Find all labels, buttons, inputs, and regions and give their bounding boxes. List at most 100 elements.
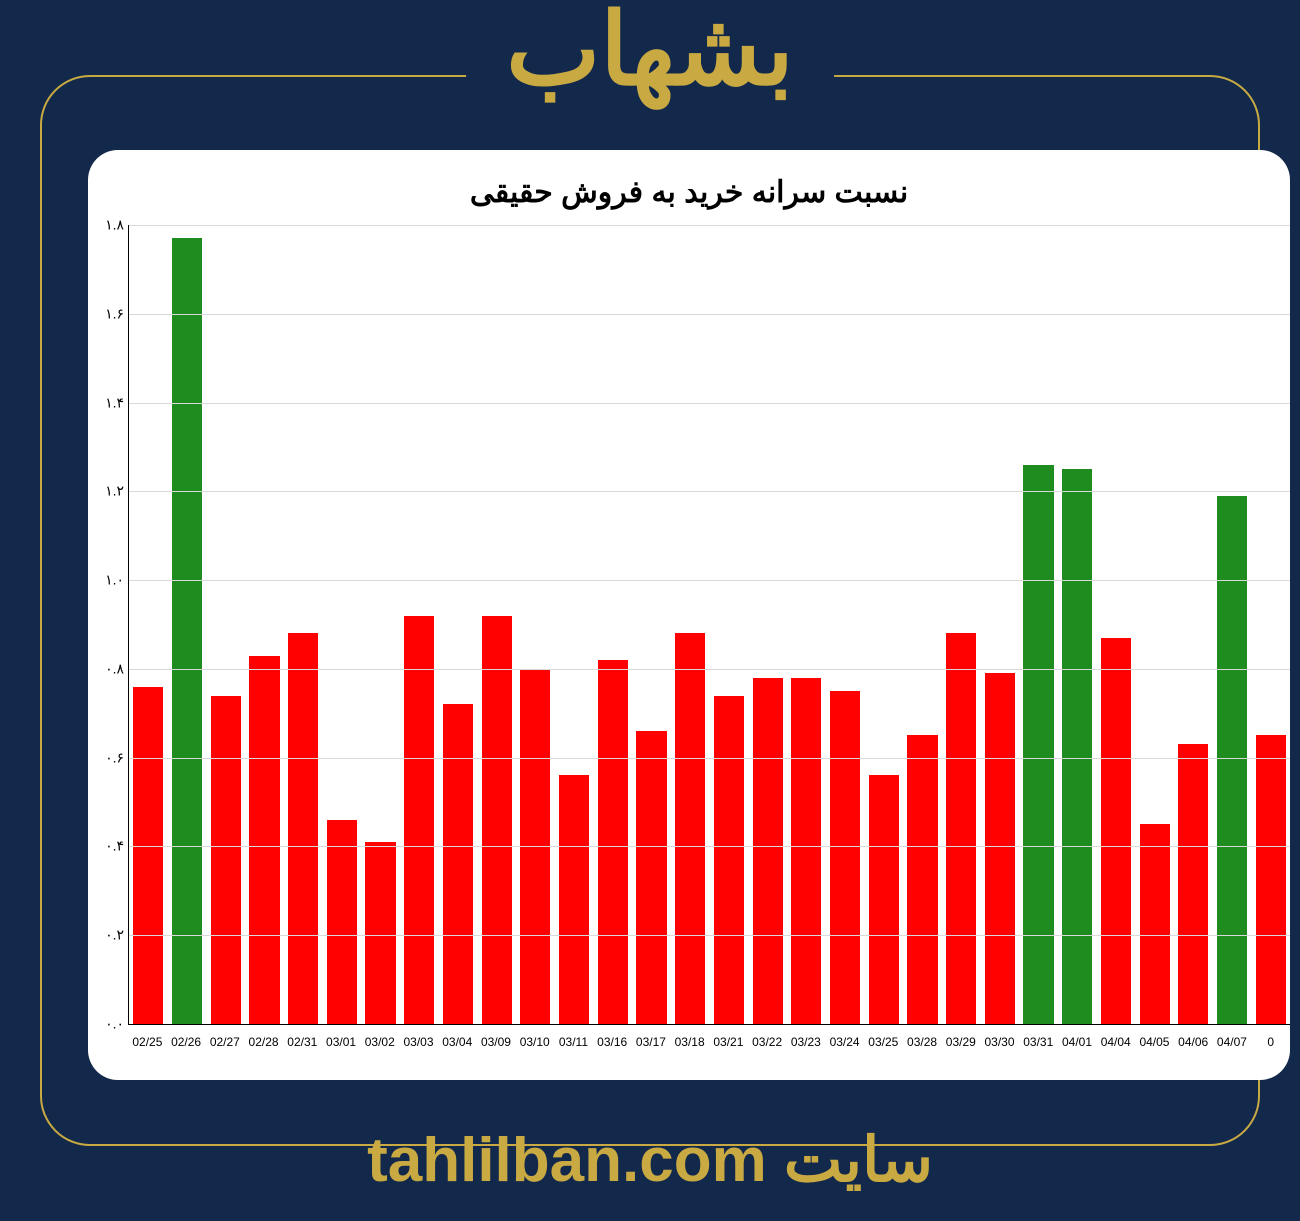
bar-slot xyxy=(1251,225,1290,1024)
x-tick-label: 03/02 xyxy=(360,1029,399,1055)
x-tick-label: 03/23 xyxy=(786,1029,825,1055)
x-tick-label: 04/06 xyxy=(1174,1029,1213,1055)
x-tick-label: 0 xyxy=(1251,1029,1290,1055)
x-tick-label: 03/29 xyxy=(941,1029,980,1055)
bar-slot xyxy=(129,225,168,1024)
x-tick-label: 03/31 xyxy=(1019,1029,1058,1055)
chart-bars xyxy=(129,225,1290,1024)
bar-slot xyxy=(555,225,594,1024)
grid-line xyxy=(129,403,1290,404)
x-tick-label: 03/24 xyxy=(825,1029,864,1055)
bar xyxy=(946,633,976,1024)
bar-slot xyxy=(787,225,826,1024)
bar-slot xyxy=(1058,225,1097,1024)
bar-slot xyxy=(671,225,710,1024)
bar xyxy=(1178,744,1208,1024)
bar xyxy=(907,735,937,1024)
x-tick-label: 02/31 xyxy=(283,1029,322,1055)
bar-slot xyxy=(323,225,362,1024)
bar-slot xyxy=(593,225,632,1024)
bar-slot xyxy=(864,225,903,1024)
y-tick-label: ۱.۶ xyxy=(94,305,124,322)
y-tick-label: ۰.۴ xyxy=(94,838,124,855)
chart-area: ۰.۰۰.۲۰.۴۰.۶۰.۸۱.۰۱.۲۱.۴۱.۶۱.۸ 02/2502/2… xyxy=(128,225,1290,1055)
x-tick-label: 02/27 xyxy=(205,1029,244,1055)
grid-line xyxy=(129,935,1290,936)
y-tick-label: ۱.۰ xyxy=(94,572,124,589)
bar-slot xyxy=(1135,225,1174,1024)
bar xyxy=(559,775,589,1024)
x-tick-label: 02/28 xyxy=(244,1029,283,1055)
y-tick-label: ۱.۲ xyxy=(94,483,124,500)
bar xyxy=(714,696,744,1024)
x-tick-label: 03/30 xyxy=(980,1029,1019,1055)
x-tick-label: 03/04 xyxy=(438,1029,477,1055)
bar-slot xyxy=(245,225,284,1024)
bar xyxy=(1256,735,1286,1024)
bar xyxy=(1023,465,1053,1024)
bar-slot xyxy=(710,225,749,1024)
bar-slot xyxy=(903,225,942,1024)
bar xyxy=(211,696,241,1024)
y-tick-label: ۰.۶ xyxy=(94,749,124,766)
bar xyxy=(172,238,202,1024)
x-tick-label: 02/26 xyxy=(167,1029,206,1055)
bar xyxy=(249,656,279,1024)
x-tick-label: 03/09 xyxy=(477,1029,516,1055)
x-tick-label: 03/25 xyxy=(864,1029,903,1055)
bar xyxy=(598,660,628,1024)
x-tick-label: 02/25 xyxy=(128,1029,167,1055)
x-tick-label: 03/16 xyxy=(593,1029,632,1055)
bar xyxy=(288,633,318,1024)
y-tick-label: ۰.۸ xyxy=(94,660,124,677)
bar xyxy=(675,633,705,1024)
bar-slot xyxy=(748,225,787,1024)
grid-line xyxy=(129,758,1290,759)
bar-slot xyxy=(477,225,516,1024)
x-tick-label: 04/01 xyxy=(1058,1029,1097,1055)
x-tick-label: 03/17 xyxy=(632,1029,671,1055)
grid-line xyxy=(129,846,1290,847)
x-tick-label: 03/18 xyxy=(670,1029,709,1055)
x-tick-label: 03/03 xyxy=(399,1029,438,1055)
bar-slot xyxy=(942,225,981,1024)
bar xyxy=(404,616,434,1024)
bar xyxy=(869,775,899,1024)
chart-x-labels: 02/2502/2602/2702/2802/3103/0103/0203/03… xyxy=(128,1029,1290,1055)
bar xyxy=(985,673,1015,1024)
bar-slot xyxy=(361,225,400,1024)
grid-line xyxy=(129,491,1290,492)
x-tick-label: 03/01 xyxy=(322,1029,361,1055)
bar-slot xyxy=(516,225,555,1024)
bar xyxy=(1101,638,1131,1024)
bar xyxy=(443,704,473,1024)
bar-slot xyxy=(168,225,207,1024)
header-title: بشهاب xyxy=(466,0,834,100)
y-tick-label: ۱.۸ xyxy=(94,217,124,234)
x-tick-label: 04/04 xyxy=(1096,1029,1135,1055)
bar-slot xyxy=(1019,225,1058,1024)
grid-line xyxy=(129,580,1290,581)
bar xyxy=(791,678,821,1024)
bar-slot xyxy=(1213,225,1252,1024)
x-tick-label: 03/11 xyxy=(554,1029,593,1055)
bar-slot xyxy=(632,225,671,1024)
x-tick-label: 03/21 xyxy=(709,1029,748,1055)
bar-slot xyxy=(1097,225,1136,1024)
bar xyxy=(482,616,512,1024)
x-tick-label: 04/07 xyxy=(1213,1029,1252,1055)
bar xyxy=(133,687,163,1024)
footer-text: سایت tahlilban.com xyxy=(0,1123,1300,1196)
x-tick-label: 03/22 xyxy=(748,1029,787,1055)
bar xyxy=(1140,824,1170,1024)
y-tick-label: ۰.۲ xyxy=(94,927,124,944)
bar xyxy=(753,678,783,1024)
x-tick-label: 03/28 xyxy=(903,1029,942,1055)
y-tick-label: ۰.۰ xyxy=(94,1016,124,1033)
bar xyxy=(1217,496,1247,1024)
chart-card: نسبت سرانه خرید به فروش حقیقی ۰.۰۰.۲۰.۴۰… xyxy=(88,150,1290,1080)
y-tick-label: ۱.۴ xyxy=(94,394,124,411)
grid-line xyxy=(129,669,1290,670)
grid-line xyxy=(129,225,1290,226)
chart-plot: ۰.۰۰.۲۰.۴۰.۶۰.۸۱.۰۱.۲۱.۴۱.۶۱.۸ xyxy=(128,225,1290,1025)
